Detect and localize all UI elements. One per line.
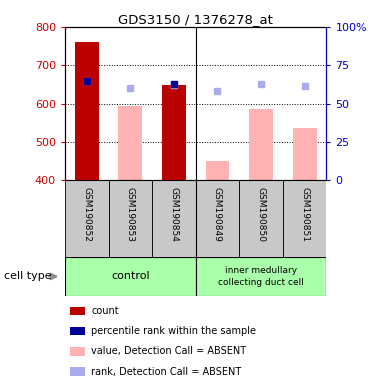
Text: cell type: cell type	[4, 271, 51, 281]
Bar	[70, 327, 85, 335]
Bar	[70, 307, 85, 315]
Text: GSM190852: GSM190852	[82, 187, 91, 242]
Text: count: count	[91, 306, 119, 316]
Bar	[65, 257, 196, 296]
Bar	[162, 85, 186, 180]
Bar	[75, 42, 99, 180]
Bar	[109, 180, 152, 257]
Bar	[70, 347, 85, 356]
Bar	[239, 180, 283, 257]
Text: GSM190854: GSM190854	[170, 187, 178, 242]
Text: percentile rank within the sample: percentile rank within the sample	[91, 326, 256, 336]
Bar	[206, 161, 230, 180]
Bar	[293, 128, 317, 180]
Text: GSM190849: GSM190849	[213, 187, 222, 242]
Bar	[118, 106, 142, 180]
Bar	[249, 109, 273, 180]
Text: GSM190851: GSM190851	[300, 187, 309, 242]
Text: GSM190850: GSM190850	[257, 187, 266, 242]
Bar	[152, 180, 196, 257]
Bar	[196, 180, 239, 257]
Text: control: control	[111, 271, 150, 281]
Bar	[65, 180, 109, 257]
Bar	[196, 257, 326, 296]
Text: GSM190853: GSM190853	[126, 187, 135, 242]
Text: rank, Detection Call = ABSENT: rank, Detection Call = ABSENT	[91, 367, 241, 377]
Text: inner medullary
collecting duct cell: inner medullary collecting duct cell	[218, 266, 304, 286]
Bar	[283, 180, 326, 257]
Title: GDS3150 / 1376278_at: GDS3150 / 1376278_at	[118, 13, 273, 26]
Bar	[70, 367, 85, 376]
Text: value, Detection Call = ABSENT: value, Detection Call = ABSENT	[91, 346, 246, 356]
